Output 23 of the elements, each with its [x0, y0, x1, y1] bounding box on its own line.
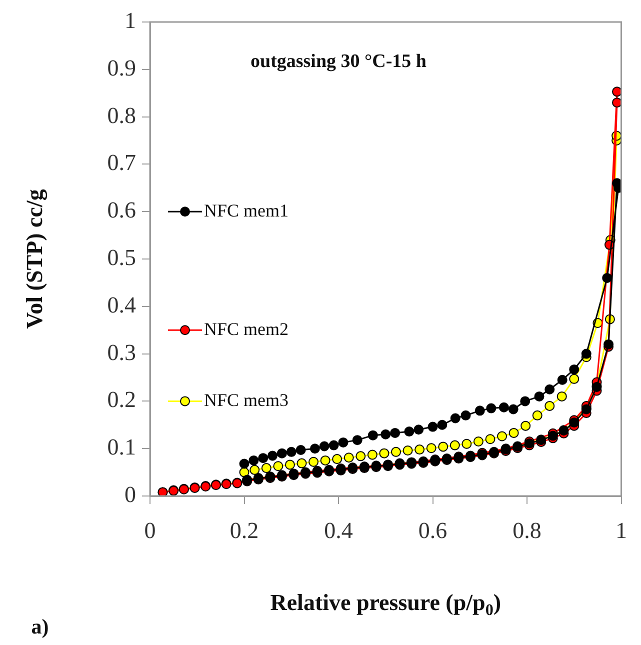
legend-label: NFC mem3: [204, 390, 289, 410]
x-tick-label: 0.4: [324, 518, 354, 543]
text: a): [31, 614, 49, 638]
y-tick-label: 0: [124, 482, 136, 508]
y-tick-label: 0.8: [107, 102, 136, 128]
y-tick-label: 1: [124, 8, 136, 34]
y-tick-label: 0.1: [107, 434, 136, 460]
x-tick-label: 1: [616, 518, 627, 543]
annotation: outgassing 30 °C-15 h: [250, 50, 427, 72]
legend-label: NFC mem1: [204, 200, 289, 220]
x-tick-label: 0.2: [230, 518, 259, 543]
y-tick-label: 0.7: [107, 150, 136, 176]
y-tick-label: 0.5: [107, 245, 136, 270]
y-tick-label: 0.9: [107, 55, 136, 80]
y-tick-label: 0.2: [107, 387, 136, 412]
y-tick-label: 0.6: [107, 198, 136, 223]
x-tick-label: 0.8: [512, 518, 542, 543]
x-tick-label: 0: [144, 518, 156, 543]
y-tick-label: 0.3: [107, 340, 136, 365]
y-tick-label: 0.4: [107, 292, 136, 318]
y-axis-title: Vol (STP) cc/g: [22, 188, 48, 329]
x-tick-label: 0.6: [418, 518, 448, 543]
legend-label: NFC mem2: [204, 318, 289, 339]
